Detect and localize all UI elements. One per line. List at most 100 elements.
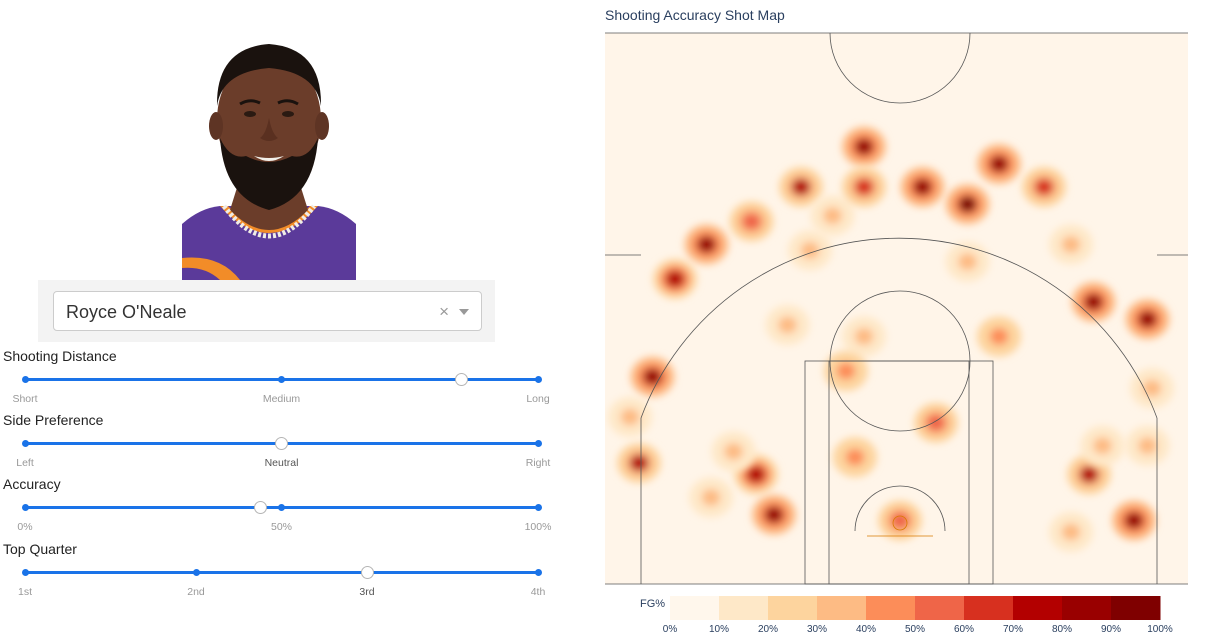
slider-mark-label: Left <box>16 456 34 469</box>
slider-handle[interactable] <box>254 501 268 514</box>
colorbar-segment <box>817 596 867 620</box>
slider-mark-dot <box>192 569 200 576</box>
chart-title: Shooting Accuracy Shot Map <box>605 7 785 23</box>
shot-hotspot <box>878 500 922 541</box>
slider-mark-dot <box>21 376 29 383</box>
center-circle <box>829 32 971 104</box>
slider-mark-label: 4th <box>530 585 546 598</box>
shot-hotspot <box>1125 299 1170 340</box>
accuracy-title: Accuracy <box>3 476 61 492</box>
slider-handle[interactable] <box>360 566 374 579</box>
shot-hotspot <box>630 356 675 397</box>
shot-hotspot <box>765 305 810 345</box>
colorbar-tick-label: 70% <box>1003 624 1023 635</box>
shot-hotspot <box>1125 425 1170 466</box>
slider-mark-label: Right <box>525 456 551 469</box>
slider-handle[interactable] <box>275 437 288 450</box>
colorbar-tick-label: 0% <box>663 624 678 635</box>
slider-mark-dot <box>278 376 285 383</box>
slider-mark-dot <box>278 504 285 511</box>
shot-hotspot <box>833 437 877 478</box>
slider-mark-label: 2nd <box>187 585 205 598</box>
three-point-arc <box>640 237 1158 419</box>
shot-hotspot <box>1130 368 1174 409</box>
colorbar-segment <box>915 596 965 620</box>
colorbar-tick-label: 90% <box>1101 624 1121 635</box>
shot-hotspot <box>779 167 823 207</box>
shot-hotspot <box>842 167 886 207</box>
court-lines <box>605 32 1188 585</box>
colorbar-tick-label: 50% <box>905 624 925 635</box>
shot-hotspot <box>945 241 990 282</box>
shot-hotspot <box>977 144 1021 184</box>
shot-hotspot <box>689 477 733 518</box>
side-preference-title: Side Preference <box>3 412 104 428</box>
shot-hotspot <box>945 184 990 225</box>
shot-hotspot <box>729 201 774 242</box>
colorbar-label: FG% <box>640 598 665 610</box>
colorbar-segment <box>719 596 769 620</box>
shot-hotspot <box>1080 425 1125 466</box>
shot-hotspot <box>842 126 886 167</box>
shot-density-layer <box>608 126 1174 552</box>
slider-mark-dot <box>21 440 29 447</box>
slider-mark-dot <box>534 569 542 576</box>
shot-hotspot <box>1049 224 1093 265</box>
slider-mark-label: Long <box>526 392 550 405</box>
shot-hotspot <box>684 224 729 265</box>
colorbar-tick-label: 80% <box>1052 624 1072 635</box>
colorbar-segment <box>768 596 818 620</box>
top-quarter-track[interactable] <box>25 571 538 574</box>
shot-hotspot <box>1022 167 1066 207</box>
slider-mark-label: 1st <box>17 585 33 598</box>
shot-hotspot <box>1049 512 1093 552</box>
clear-icon[interactable]: × <box>439 302 449 321</box>
colorbar-tick-label: 10% <box>709 624 729 635</box>
colorbar-segment <box>1013 596 1063 620</box>
shot-hotspot <box>617 443 661 483</box>
shot-hotspot <box>810 195 855 236</box>
shot-hotspot <box>711 431 756 472</box>
shot-hotspot <box>1071 282 1116 322</box>
slider-mark-dot <box>534 504 542 511</box>
slider-mark-dot <box>534 440 542 447</box>
restricted-area <box>854 485 946 532</box>
slider-mark-dot <box>534 376 542 383</box>
slider-mark-label: Short <box>12 392 38 405</box>
slider-mark-dot <box>21 569 29 576</box>
shot-hotspot <box>608 397 652 437</box>
shot-hotspot <box>977 316 1021 357</box>
colorbar-tick-label: 60% <box>954 624 974 635</box>
slider-mark-label: 50% <box>270 520 293 533</box>
colorbar-segment <box>866 596 916 620</box>
slider-mark-label: 100% <box>524 520 552 533</box>
slider-mark-label: Medium <box>262 392 301 405</box>
chevron-down-icon[interactable] <box>459 309 469 315</box>
player-dropdown-value: Royce O'Neale <box>66 302 187 322</box>
shot-hotspot <box>900 167 945 207</box>
shooting-distance-title: Shooting Distance <box>3 348 117 364</box>
paint-inner <box>828 360 970 585</box>
player-dropdown[interactable]: Royce O'Neale × <box>53 291 482 331</box>
slider-handle[interactable] <box>454 373 468 386</box>
colorbar-segment <box>1111 596 1161 620</box>
colorbar: FG% 0% 10% 20% 30% 40% 50% 60% 70% 80% 90% 100% <box>640 596 1173 635</box>
colorbar-segment <box>964 596 1014 620</box>
colorbar-tick-label: 40% <box>856 624 876 635</box>
slider-mark-label: Neutral <box>264 456 299 469</box>
top-quarter-title: Top Quarter <box>3 541 77 557</box>
shot-hotspot <box>653 259 697 299</box>
free-throw-circle <box>829 290 971 432</box>
colorbar-segment <box>1062 596 1112 620</box>
shot-hotspot <box>842 316 886 357</box>
slider-mark-label: 3rd <box>359 585 375 598</box>
player-headshot <box>180 28 358 280</box>
rim <box>892 515 908 531</box>
colorbar-tick-label: 100% <box>1147 624 1173 635</box>
shot-hotspot <box>788 230 832 271</box>
shot-map-chart: FG% 0% 10% 20% 30% 40% 50% 60% 70% 80% 90% 100% <box>605 32 1188 635</box>
slider-mark-dot <box>21 504 29 511</box>
colorbar-tick-label: 20% <box>758 624 778 635</box>
colorbar-tick-label: 30% <box>807 624 827 635</box>
shot-hotspot <box>1112 500 1156 541</box>
